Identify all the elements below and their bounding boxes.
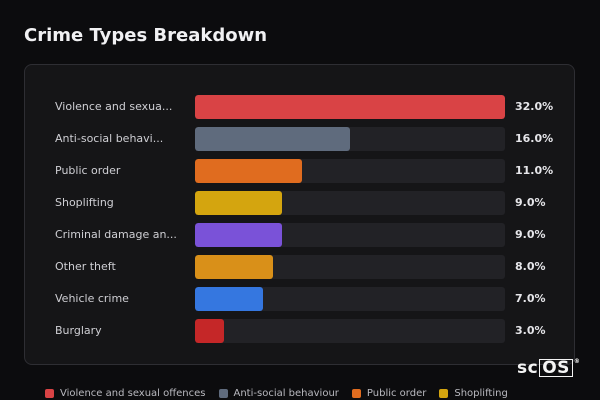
value-label: 11.0% [515,164,554,177]
bar[interactable] [195,191,282,215]
legend-label: Anti-social behaviour [233,387,339,399]
legend-label: Shoplifting [454,387,508,399]
value-label: 9.0% [515,228,546,241]
logo-box: OS [539,359,573,377]
bar-row: Shoplifting 9.0% [25,191,576,215]
bar-track [195,319,505,343]
category-label: Criminal damage an... [55,228,177,241]
logo-prefix: sc [517,358,539,378]
value-label: 32.0% [515,100,554,113]
bar[interactable] [195,255,273,279]
category-label: Burglary [55,324,102,337]
category-label: Vehicle crime [55,292,129,305]
bar-track [195,287,505,311]
bar-track [195,255,505,279]
legend-item[interactable]: Shoplifting [439,387,508,399]
value-label: 3.0% [515,324,546,337]
bar[interactable] [195,95,505,119]
value-label: 7.0% [515,292,546,305]
bar-row: Criminal damage an... 9.0% [25,223,576,247]
scos-logo: sc OS ® [517,358,580,378]
legend-swatch [351,388,361,398]
bar-row: Public order 11.0% [25,159,576,183]
category-label: Violence and sexua... [55,100,173,113]
bar[interactable] [195,223,282,247]
bar[interactable] [195,159,302,183]
legend-item[interactable]: Violence and sexual offences [45,388,206,399]
legend-label: Violence and sexual offences [60,387,206,399]
registered-mark: ® [573,358,581,365]
bar-row: Violence and sexua... 32.0% [25,95,576,119]
legend-swatch [439,388,449,398]
bar-row: Anti-social behavi... 16.0% [25,127,576,151]
bar-track [195,159,505,183]
category-label: Public order [55,164,121,177]
bar-track [195,223,505,247]
legend-item[interactable]: Public order [351,387,427,399]
category-label: Shoplifting [55,196,114,209]
category-label: Anti-social behavi... [55,132,164,145]
bar-track [195,95,505,119]
legend-swatch [45,388,54,398]
bar-row: Other theft 8.0% [25,255,576,279]
legend-swatch [218,388,228,398]
value-label: 9.0% [515,196,546,209]
legend-label: Public order [366,387,427,399]
bar-track [195,127,505,151]
chart-panel: Violence and sexua... 32.0% Anti-social be… [24,64,575,365]
legend-item[interactable]: Anti-social behaviour [218,387,339,399]
chart-title: Crime Types Breakdown [24,25,268,46]
bar-track [195,191,505,215]
category-label: Other theft [55,260,116,273]
value-label: 16.0% [515,132,554,145]
bar-row: Burglary 3.0% [25,319,576,343]
bar-row: Vehicle crime 7.0% [25,287,576,311]
bar[interactable] [195,319,224,343]
chart-legend: Violence and sexual offences Anti-social … [45,386,521,400]
bar[interactable] [195,287,263,311]
bar[interactable] [195,127,350,151]
value-label: 8.0% [515,260,546,273]
